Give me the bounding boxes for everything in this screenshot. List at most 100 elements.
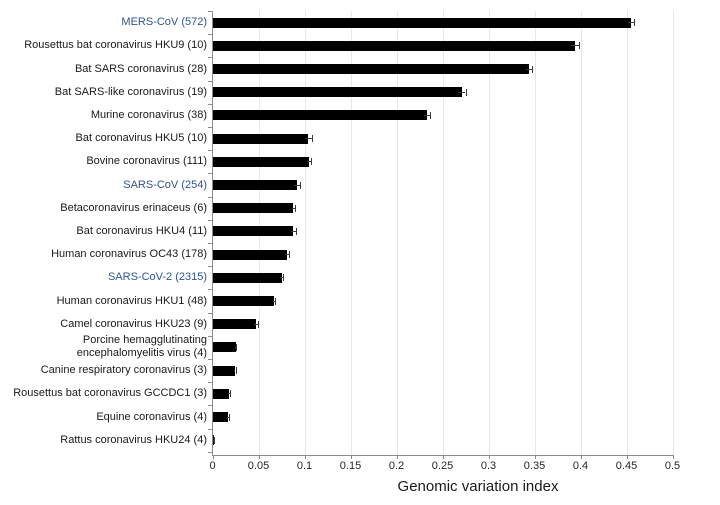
bar — [212, 249, 288, 260]
y-axis-tick — [208, 451, 212, 453]
bar — [212, 180, 298, 190]
category-label: Bat coronavirus HKU4 (11) — [76, 224, 207, 237]
x-tick-label: 0 — [209, 460, 216, 472]
x-axis-tick — [626, 455, 628, 459]
category-label: Rousettus bat coronavirus GCCDC1 (3) — [13, 387, 207, 400]
category-label: Human coronavirus HKU1 (48) — [56, 294, 207, 307]
y-axis-tick — [208, 382, 212, 384]
x-tick-label: 0.25 — [431, 460, 454, 472]
error-bar — [290, 230, 297, 232]
y-axis-tick — [208, 335, 212, 337]
bar — [212, 87, 462, 98]
x-tick-label: 0.45 — [615, 460, 638, 472]
x-axis-tick — [534, 455, 536, 459]
gridline — [672, 11, 674, 455]
x-axis-tick — [672, 455, 674, 459]
y-axis-tick — [208, 312, 212, 314]
error-bar — [628, 22, 634, 24]
y-axis-tick — [208, 103, 212, 105]
error-bar-cap — [531, 65, 533, 73]
category-label: Porcine hemagglutinating encephalomyelit… — [76, 334, 207, 360]
error-bar — [424, 114, 430, 116]
error-bar — [458, 91, 466, 93]
y-axis-tick — [208, 127, 212, 128]
error-bar-cap — [311, 135, 313, 143]
category-label: Betacoronavirus erinaceus (6) — [60, 201, 207, 214]
category-label: Bat SARS coronavirus (28) — [74, 62, 207, 75]
error-bar-cap — [235, 367, 237, 375]
bar — [212, 388, 230, 399]
error-bar-cap — [465, 88, 467, 96]
gridline — [534, 11, 536, 455]
gridline — [488, 11, 490, 455]
bar — [212, 342, 236, 353]
error-bar — [307, 161, 311, 163]
bar — [212, 319, 256, 330]
gridline — [626, 11, 628, 455]
bar — [212, 412, 229, 422]
category-label: Canine respiratory coronavirus (3) — [40, 364, 207, 377]
error-bar-cap — [229, 413, 231, 421]
x-axis-tick — [212, 455, 214, 459]
category-label: Equine coronavirus (4) — [96, 410, 207, 423]
y-axis-tick — [208, 243, 212, 244]
error-bar-cap — [288, 251, 290, 259]
category-label: Murine coronavirus (38) — [90, 108, 207, 121]
error-bar — [285, 254, 289, 256]
x-tick-label: 0.5 — [664, 460, 681, 472]
error-bar — [279, 277, 284, 279]
x-axis-tick — [304, 455, 306, 459]
error-bar-cap — [295, 204, 297, 212]
bar — [212, 133, 309, 144]
x-tick-label: 0.2 — [388, 460, 405, 472]
error-bar-cap — [296, 227, 298, 235]
y-axis-tick — [208, 34, 212, 36]
y-axis-tick — [208, 219, 212, 221]
error-bar-cap — [236, 343, 238, 351]
gridline — [580, 11, 582, 455]
x-axis-tick — [488, 455, 490, 459]
error-bar — [526, 68, 532, 70]
bar — [212, 226, 294, 237]
x-tick-label: 0.05 — [247, 460, 270, 472]
y-axis-tick — [208, 289, 212, 291]
y-axis-tick — [208, 80, 212, 82]
error-bar — [253, 323, 258, 325]
error-bar-cap — [257, 320, 259, 328]
bar — [212, 365, 235, 376]
x-axis-tick — [442, 455, 444, 459]
error-bar-cap — [310, 158, 312, 166]
bar — [212, 203, 294, 214]
error-bar-cap — [299, 181, 301, 189]
x-tick-label: 0.35 — [523, 460, 546, 472]
error-bar — [228, 393, 230, 395]
category-label: MERS-CoV (572) — [121, 16, 207, 29]
y-axis-tick — [208, 150, 212, 152]
error-bar — [273, 300, 276, 302]
category-label: Rattus coronavirus HKU24 (4) — [60, 433, 207, 446]
error-bar-cap — [213, 436, 215, 444]
x-axis-title: Genomic variation index — [397, 478, 559, 495]
error-bar-cap — [429, 111, 431, 119]
y-axis-tick — [208, 11, 212, 12]
category-label: Bat SARS-like coronavirus (19) — [54, 85, 207, 98]
error-bar — [304, 138, 312, 140]
error-bar — [233, 370, 236, 372]
category-label: SARS-CoV (254) — [123, 178, 207, 191]
y-axis-tick — [208, 57, 212, 59]
y-axis-tick — [208, 359, 212, 360]
gridline — [442, 11, 444, 455]
x-tick-label: 0.4 — [572, 460, 589, 472]
bar — [212, 17, 632, 28]
y-axis-tick — [208, 173, 212, 175]
error-bar-cap — [229, 390, 231, 398]
category-label: Human coronavirus OC43 (178) — [51, 248, 207, 261]
bar — [212, 156, 310, 167]
gridline — [396, 11, 398, 455]
error-bar — [234, 346, 237, 348]
y-axis-tick — [208, 405, 212, 407]
error-bar-cap — [578, 42, 580, 50]
category-label: Bat coronavirus HKU5 (10) — [75, 132, 207, 145]
x-tick-label: 0.15 — [339, 460, 362, 472]
